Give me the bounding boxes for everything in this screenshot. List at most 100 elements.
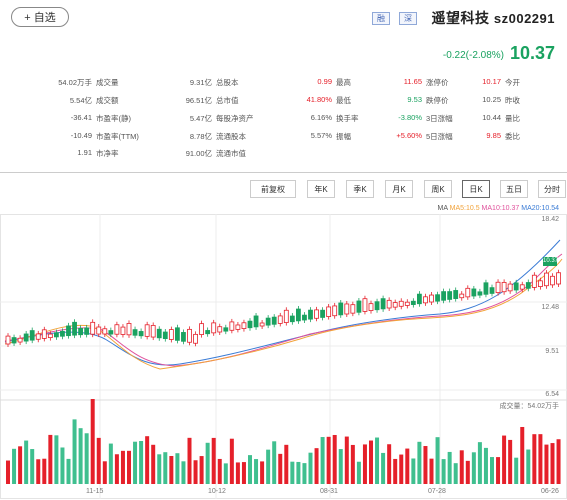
tab-2[interactable]: 日K xyxy=(462,180,490,198)
candle-body-87 xyxy=(531,274,537,288)
margin-tag: 融 xyxy=(372,12,390,25)
date-label-5: 06-26 xyxy=(541,488,559,495)
tab-4[interactable]: 月K xyxy=(385,180,413,198)
volume-bar-81 xyxy=(496,457,501,484)
candle-body-39 xyxy=(241,322,247,329)
candle-body-32 xyxy=(199,323,205,335)
volume-bar-60 xyxy=(369,440,373,484)
candle-body-60 xyxy=(368,303,374,311)
candle-body-90 xyxy=(550,275,555,286)
volume-bar-49 xyxy=(302,463,307,484)
add-to-watchlist-button[interactable]: + 自选 xyxy=(11,7,69,27)
kline-chart[interactable] xyxy=(0,214,567,500)
candle-body-26 xyxy=(162,331,168,340)
candle-body-8 xyxy=(54,332,59,338)
candle-body-76 xyxy=(465,287,471,298)
candle-body-18 xyxy=(114,324,120,335)
candle-body-31 xyxy=(193,333,198,344)
volume-bar-34 xyxy=(211,437,216,484)
volume-bar-84 xyxy=(514,457,519,484)
volume-bar-91 xyxy=(556,439,561,484)
candle-body-41 xyxy=(253,315,259,328)
tab-5[interactable]: 季K xyxy=(346,180,374,198)
candle-body-69 xyxy=(423,296,428,304)
tab-7[interactable]: 前复权 xyxy=(250,180,296,198)
volume-bar-65 xyxy=(399,454,404,484)
candle-body-15 xyxy=(96,326,102,335)
volume-bar-80 xyxy=(490,457,494,484)
ma20-line xyxy=(4,239,561,366)
candle-body-2 xyxy=(17,337,23,343)
stat-label-11: 3日涨幅 xyxy=(426,114,453,123)
stat-value-7: 41.80% xyxy=(306,95,332,104)
volume-bar-50 xyxy=(308,452,313,484)
candle-body-82 xyxy=(501,282,507,293)
candle-body-20 xyxy=(126,323,132,336)
stat-value-0: 10.17 xyxy=(482,77,501,86)
volume-bar-30 xyxy=(187,437,192,484)
volume-bar-87 xyxy=(532,434,537,484)
volume-bar-0 xyxy=(6,460,10,484)
date-label-1: 11-15 xyxy=(86,488,104,495)
volume-bar-41 xyxy=(254,459,259,484)
stat-label-6: 跌停价 xyxy=(426,96,449,105)
candle-body-55 xyxy=(338,302,344,316)
volume-bar-48 xyxy=(296,461,301,484)
volume-bar-16 xyxy=(102,461,107,484)
candle-body-43 xyxy=(265,317,271,326)
candle-body-19 xyxy=(120,326,126,335)
volume-bar-90 xyxy=(550,443,555,484)
candle-body-80 xyxy=(489,287,495,294)
candle-body-49 xyxy=(302,314,307,321)
candle-body-66 xyxy=(404,301,410,306)
volume-bar-83 xyxy=(508,439,513,484)
candle-body-9 xyxy=(60,330,65,337)
volume-bar-32 xyxy=(199,456,204,484)
candle-body-59 xyxy=(362,298,368,312)
volume-bar-7 xyxy=(48,434,53,484)
tab-3[interactable]: 周K xyxy=(424,180,452,198)
volume-bar-3 xyxy=(24,440,29,484)
ma5-line xyxy=(4,258,563,370)
volume-bar-38 xyxy=(235,462,240,484)
volume-bar-64 xyxy=(393,458,398,484)
candle-body-68 xyxy=(416,293,422,305)
tab-1[interactable]: 五日 xyxy=(500,180,528,198)
stat-value-14: -36.41 xyxy=(70,113,92,122)
date-label-4: 07-28 xyxy=(428,488,446,495)
candle-body-45 xyxy=(277,315,283,324)
volume-bar-17 xyxy=(108,443,113,484)
price-axis-bottom: 6.54 xyxy=(545,391,559,398)
candle-body-34 xyxy=(211,322,217,334)
stat-value-11: -3.80% xyxy=(398,113,422,122)
ma10-label: MA10:10.37 xyxy=(481,205,520,212)
stat-value-18: 8.78亿 xyxy=(189,132,212,141)
volume-bar-73 xyxy=(447,451,452,484)
tab-0[interactable]: 分时 xyxy=(538,180,566,198)
candle-body-21 xyxy=(132,329,138,336)
market-tag: 深 xyxy=(399,12,417,25)
candle-body-56 xyxy=(344,303,350,315)
ma20-label: MA20:10.54 xyxy=(521,205,559,212)
candle-body-12 xyxy=(78,328,83,336)
price-change: -0.22(-2.08%) xyxy=(442,50,504,61)
stat-label-10: 量比 xyxy=(505,114,520,123)
candle-body-10 xyxy=(66,325,71,337)
volume-bar-28 xyxy=(175,453,180,484)
candle-body-42 xyxy=(259,322,265,327)
stat-value-12: 6.16% xyxy=(310,113,332,122)
volume-bar-29 xyxy=(181,461,186,484)
stat-label-3: 总股本 xyxy=(216,78,239,87)
volume-bar-71 xyxy=(435,437,440,484)
candle-body-75 xyxy=(459,293,465,299)
stat-value-10: 10.44 xyxy=(482,113,501,122)
candle-body-1 xyxy=(11,337,17,344)
stat-label-15: 委比 xyxy=(505,132,520,141)
tab-6[interactable]: 年K xyxy=(307,180,335,198)
volume-bar-59 xyxy=(362,444,367,484)
candle-body-6 xyxy=(41,329,47,339)
stat-value-1: 11.65 xyxy=(403,77,422,86)
candle-body-88 xyxy=(538,280,543,287)
volume-bar-42 xyxy=(260,461,265,484)
candle-body-38 xyxy=(235,324,241,330)
